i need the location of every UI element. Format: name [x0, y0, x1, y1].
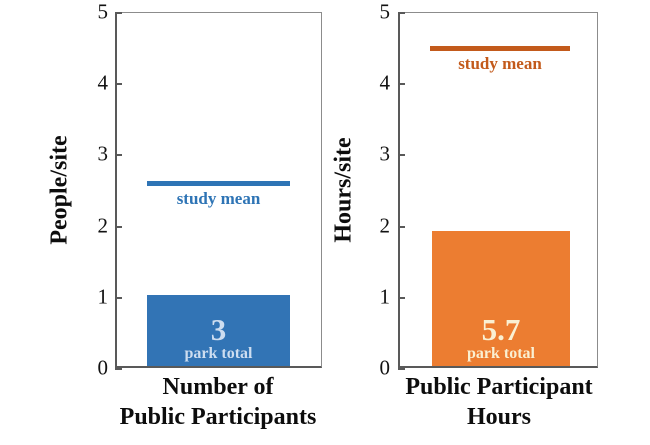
- y-axis-tick-labels: 0 1 2 3 4 5: [352, 1, 391, 378]
- participants-bar: 3 park total: [147, 295, 290, 366]
- study-mean-line: [147, 181, 290, 186]
- y-tick-mark: [115, 83, 122, 86]
- bar-annotation: 5.7 park total: [432, 314, 570, 362]
- x-axis-title: Number of Public Participants: [68, 372, 368, 432]
- y-tick-label: 4: [97, 70, 109, 95]
- y-tick-mark: [398, 154, 405, 157]
- y-tick-label: 5: [379, 0, 391, 24]
- y-tick-label: 4: [379, 70, 391, 95]
- hours-bar: 5.7 park total: [432, 231, 570, 366]
- y-tick-mark: [115, 154, 122, 157]
- bar-caption-label: park total: [467, 345, 535, 362]
- y-axis-tick-labels: 0 1 2 3 4 5: [70, 1, 109, 378]
- y-tick-mark: [398, 83, 405, 86]
- y-tick-label: 3: [97, 141, 109, 166]
- x-axis-title: Public Participant Hours: [349, 372, 649, 432]
- y-tick-label: 3: [379, 141, 391, 166]
- bar-value-label: 5.7: [481, 312, 521, 347]
- x-axis-title-line2: Hours: [466, 404, 531, 430]
- x-axis-title-line1: Number of: [162, 374, 274, 400]
- plot-area: 3 park total study mean: [115, 12, 322, 370]
- study-mean-label: study mean: [176, 189, 261, 208]
- y-tick-label: 2: [379, 213, 391, 238]
- y-tick-label: 0: [97, 355, 109, 380]
- y-tick-mark: [398, 12, 405, 14]
- y-tick-label: 1: [379, 284, 391, 309]
- study-mean-line: [430, 46, 570, 51]
- y-tick-label: 1: [97, 284, 109, 309]
- study-mean-label: study mean: [458, 54, 542, 73]
- y-tick-mark: [115, 225, 122, 228]
- y-tick-mark: [398, 296, 405, 299]
- y-tick-label: 0: [379, 355, 391, 380]
- bar-annotation: 3 park total: [147, 314, 290, 362]
- y-tick-mark: [398, 225, 405, 228]
- bar-caption-label: park total: [184, 345, 253, 362]
- x-axis-title-line1: Public Participant: [405, 374, 593, 400]
- y-tick-mark: [115, 368, 122, 370]
- plot-area: 5.7 park total study mean: [398, 12, 598, 370]
- y-tick-label: 2: [97, 213, 109, 238]
- y-tick-mark: [115, 12, 122, 14]
- y-tick-mark: [115, 296, 122, 299]
- y-tick-mark: [398, 368, 405, 370]
- x-axis-title-line2: Public Participants: [119, 404, 317, 430]
- bar-value-label: 3: [210, 312, 227, 347]
- y-tick-label: 5: [97, 0, 109, 24]
